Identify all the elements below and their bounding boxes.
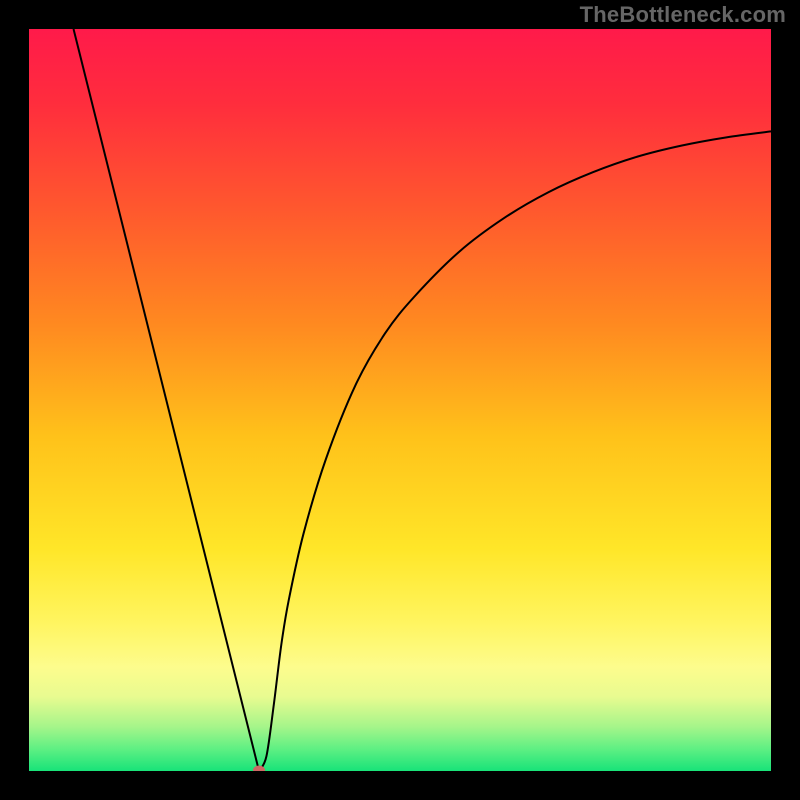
watermark-text: TheBottleneck.com xyxy=(580,2,786,28)
chart-container: TheBottleneck.com xyxy=(0,0,800,800)
chart-svg xyxy=(29,29,771,771)
gradient-background xyxy=(29,29,771,771)
plot-area xyxy=(29,29,771,771)
